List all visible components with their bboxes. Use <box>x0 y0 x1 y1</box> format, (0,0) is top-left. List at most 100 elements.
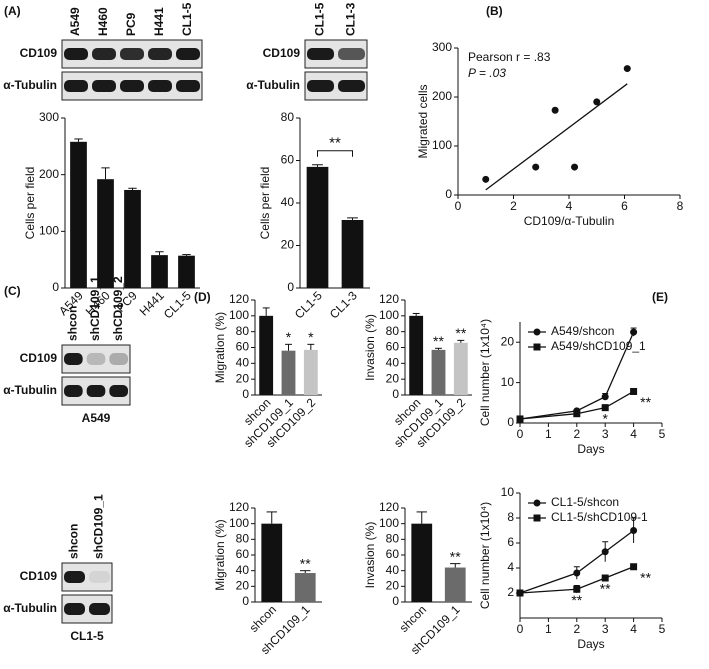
lane-label: PC9 <box>124 12 138 36</box>
point <box>630 563 638 571</box>
x-tick-label: CL1-5 <box>292 288 325 321</box>
y-tick-label: 200 <box>432 89 452 103</box>
x-tick-label: 1 <box>545 622 552 636</box>
band <box>64 80 88 92</box>
x-tick-label: 0 <box>517 427 524 441</box>
y-tick-label: 0 <box>507 415 514 429</box>
y-tick-label: 40 <box>281 195 295 209</box>
y-axis-label: Cell number (1x10⁴) <box>478 319 492 426</box>
significance-label: ** <box>455 325 466 341</box>
panel-label: (C) <box>4 284 21 298</box>
scatter-point <box>571 163 579 171</box>
blot-caption: A549 <box>82 411 111 425</box>
panel-label: (D) <box>194 290 211 304</box>
significance-label: ** <box>433 333 444 349</box>
y-tick-label: 20 <box>281 238 295 252</box>
bar <box>151 255 168 288</box>
y-tick-label: 60 <box>281 153 295 167</box>
x-tick-label: 2 <box>573 622 580 636</box>
lane-label: A549 <box>68 7 82 36</box>
y-axis-label: Cells per field <box>258 167 272 240</box>
lane-label: CL1-5 <box>313 2 327 36</box>
bar <box>178 255 195 288</box>
y-tick-label: 300 <box>39 110 59 124</box>
band <box>338 80 365 92</box>
band <box>64 603 85 615</box>
point <box>630 387 638 395</box>
legend-label: A549/shcon <box>551 324 614 338</box>
lane-label: H460 <box>96 7 110 36</box>
band <box>148 48 172 60</box>
bar <box>341 220 364 288</box>
y-tick-label: 10 <box>501 485 515 499</box>
y-tick-label: 40 <box>386 356 400 370</box>
legend-label: CL1-5/shCD109-1 <box>551 510 648 524</box>
blot-caption: CL1-5 <box>70 629 104 643</box>
band <box>307 48 334 60</box>
legend-label: A549/shCD109_1 <box>551 339 646 353</box>
x-tick-label: 2 <box>573 427 580 441</box>
y-tick-label: 20 <box>236 579 250 593</box>
y-tick-label: 100 <box>379 516 399 530</box>
y-axis-label: Cell number (1x10⁴) <box>478 502 492 609</box>
y-tick-label: 0 <box>287 280 294 294</box>
y-tick-label: 40 <box>386 563 400 577</box>
significance-label: ** <box>640 394 651 410</box>
scatter-point <box>482 175 490 183</box>
x-tick-label: 4 <box>630 622 637 636</box>
point <box>601 548 609 556</box>
band <box>148 80 172 92</box>
bar <box>409 315 424 395</box>
band <box>64 571 85 583</box>
y-tick-label: 8 <box>507 510 514 524</box>
band <box>176 48 200 60</box>
x-tick-label: 8 <box>677 199 684 213</box>
x-tick-label: 3 <box>602 622 609 636</box>
y-tick-label: 10 <box>501 375 515 389</box>
band <box>64 48 88 60</box>
row-label: α-Tubulin <box>246 78 300 92</box>
y-tick-label: 0 <box>242 594 249 608</box>
band <box>338 48 365 60</box>
y-axis-label: Migration (%) <box>213 519 227 590</box>
y-tick-label: 80 <box>281 110 295 124</box>
x-tick-label: 4 <box>566 199 573 213</box>
band <box>89 571 110 583</box>
y-tick-label: 4 <box>507 560 514 574</box>
x-axis-label: Days <box>577 637 604 651</box>
bar <box>411 523 433 602</box>
band <box>109 353 128 365</box>
y-tick-label: 80 <box>236 532 250 546</box>
y-axis-label: Migrated cells <box>416 84 430 158</box>
row-label: α-Tubulin <box>3 383 57 397</box>
scatter-point <box>532 163 540 171</box>
significance-label: * <box>308 329 314 345</box>
y-tick-label: 60 <box>236 547 250 561</box>
fit-line <box>485 83 628 191</box>
y-tick-label: 6 <box>507 535 514 549</box>
x-tick-label: 5 <box>659 427 666 441</box>
x-axis-label: Days <box>577 442 604 456</box>
significance-label: ** <box>600 581 611 597</box>
point <box>601 393 609 401</box>
bar <box>444 567 466 602</box>
y-tick-label: 80 <box>386 324 400 338</box>
annotation: P = .03 <box>468 66 506 80</box>
band <box>176 80 200 92</box>
lane-label: shCD109_1 <box>88 276 102 341</box>
band <box>86 385 106 397</box>
scatter-point <box>551 106 559 114</box>
y-tick-label: 60 <box>236 340 250 354</box>
significance-label: ** <box>640 569 651 585</box>
y-tick-label: 0 <box>392 387 399 401</box>
legend-label: CL1-5/shcon <box>551 495 619 509</box>
y-tick-label: 60 <box>386 547 400 561</box>
x-tick-label: 0 <box>455 199 462 213</box>
significance-label: ** <box>571 592 582 608</box>
x-tick-label: 0 <box>517 622 524 636</box>
band <box>92 48 116 60</box>
y-tick-label: 200 <box>39 167 59 181</box>
band <box>64 385 83 397</box>
row-label: CD109 <box>20 46 58 60</box>
